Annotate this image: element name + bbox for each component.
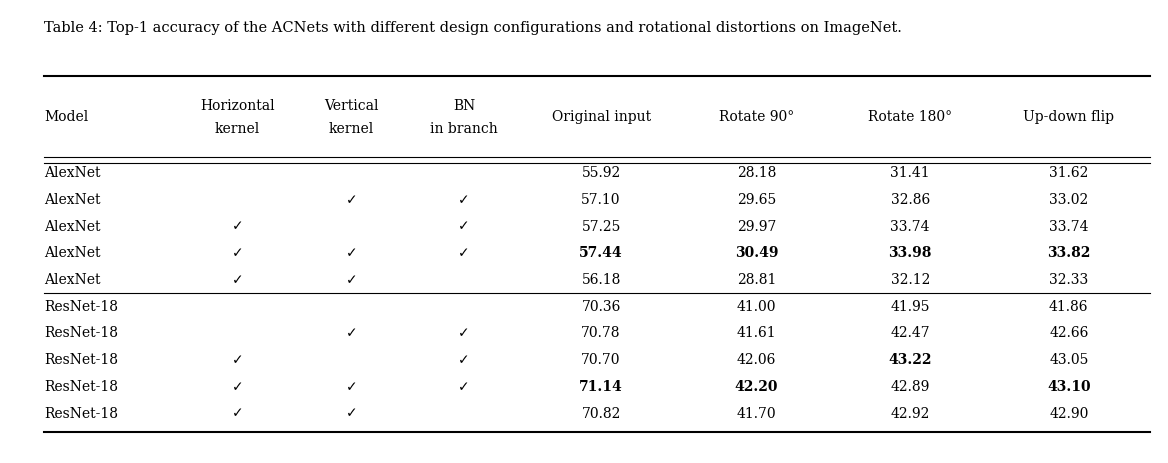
Text: 28.81: 28.81 bbox=[737, 273, 777, 287]
Text: 43.22: 43.22 bbox=[889, 353, 932, 367]
Text: 42.66: 42.66 bbox=[1049, 326, 1089, 340]
Text: 55.92: 55.92 bbox=[582, 166, 620, 180]
Text: kernel: kernel bbox=[329, 122, 374, 137]
Text: ✓: ✓ bbox=[231, 353, 243, 367]
Text: 70.70: 70.70 bbox=[582, 353, 621, 367]
Text: 42.92: 42.92 bbox=[890, 407, 930, 420]
Text: 42.89: 42.89 bbox=[890, 380, 930, 394]
Text: Horizontal: Horizontal bbox=[200, 99, 274, 113]
Text: 41.61: 41.61 bbox=[737, 326, 777, 340]
Text: Original input: Original input bbox=[551, 110, 651, 124]
Text: ✓: ✓ bbox=[346, 273, 357, 287]
Text: kernel: kernel bbox=[215, 122, 260, 137]
Text: ResNet-18: ResNet-18 bbox=[44, 326, 118, 340]
Text: AlexNet: AlexNet bbox=[44, 246, 100, 260]
Text: in branch: in branch bbox=[430, 122, 498, 137]
Text: ✓: ✓ bbox=[458, 380, 470, 394]
Text: 32.33: 32.33 bbox=[1049, 273, 1089, 287]
Text: ResNet-18: ResNet-18 bbox=[44, 380, 118, 394]
Text: 28.18: 28.18 bbox=[737, 166, 777, 180]
Text: 33.82: 33.82 bbox=[1047, 246, 1091, 260]
Text: ✓: ✓ bbox=[346, 407, 357, 420]
Text: 41.00: 41.00 bbox=[737, 300, 777, 313]
Text: ✓: ✓ bbox=[346, 380, 357, 394]
Text: 41.70: 41.70 bbox=[737, 407, 777, 420]
Text: 33.74: 33.74 bbox=[890, 219, 930, 233]
Text: 41.95: 41.95 bbox=[890, 300, 930, 313]
Text: 32.86: 32.86 bbox=[890, 193, 930, 207]
Text: 33.74: 33.74 bbox=[1049, 219, 1089, 233]
Text: Up-down flip: Up-down flip bbox=[1023, 110, 1114, 124]
Text: Rotate 90°: Rotate 90° bbox=[719, 110, 794, 124]
Text: Model: Model bbox=[44, 110, 89, 124]
Text: 33.02: 33.02 bbox=[1049, 193, 1089, 207]
Text: AlexNet: AlexNet bbox=[44, 193, 100, 207]
Text: ✓: ✓ bbox=[231, 219, 243, 233]
Text: 33.98: 33.98 bbox=[889, 246, 932, 260]
Text: 29.65: 29.65 bbox=[737, 193, 777, 207]
Text: ✓: ✓ bbox=[346, 193, 357, 207]
Text: ✓: ✓ bbox=[458, 326, 470, 340]
Text: 29.97: 29.97 bbox=[737, 219, 777, 233]
Text: 70.82: 70.82 bbox=[582, 407, 621, 420]
Text: 71.14: 71.14 bbox=[579, 380, 623, 394]
Text: 31.41: 31.41 bbox=[890, 166, 930, 180]
Text: Table 4: Top-1 accuracy of the ACNets with different design configurations and r: Table 4: Top-1 accuracy of the ACNets wi… bbox=[44, 21, 902, 35]
Text: Vertical: Vertical bbox=[325, 99, 378, 113]
Text: 42.90: 42.90 bbox=[1049, 407, 1089, 420]
Text: 42.06: 42.06 bbox=[737, 353, 777, 367]
Text: 32.12: 32.12 bbox=[890, 273, 930, 287]
Text: 30.49: 30.49 bbox=[735, 246, 778, 260]
Text: ✓: ✓ bbox=[346, 246, 357, 260]
Text: ResNet-18: ResNet-18 bbox=[44, 353, 118, 367]
Text: AlexNet: AlexNet bbox=[44, 166, 100, 180]
Text: Rotate 180°: Rotate 180° bbox=[868, 110, 952, 124]
Text: 57.25: 57.25 bbox=[582, 219, 621, 233]
Text: ResNet-18: ResNet-18 bbox=[44, 407, 118, 420]
Text: 70.36: 70.36 bbox=[582, 300, 621, 313]
Text: BN: BN bbox=[453, 99, 475, 113]
Text: 31.62: 31.62 bbox=[1049, 166, 1089, 180]
Text: 41.86: 41.86 bbox=[1049, 300, 1089, 313]
Text: 42.47: 42.47 bbox=[890, 326, 930, 340]
Text: AlexNet: AlexNet bbox=[44, 219, 100, 233]
Text: 56.18: 56.18 bbox=[582, 273, 621, 287]
Text: 70.78: 70.78 bbox=[582, 326, 621, 340]
Text: ✓: ✓ bbox=[231, 273, 243, 287]
Text: 57.44: 57.44 bbox=[579, 246, 623, 260]
Text: 43.10: 43.10 bbox=[1047, 380, 1091, 394]
Text: 57.10: 57.10 bbox=[582, 193, 621, 207]
Text: ✓: ✓ bbox=[231, 407, 243, 420]
Text: ✓: ✓ bbox=[458, 219, 470, 233]
Text: ✓: ✓ bbox=[346, 326, 357, 340]
Text: ✓: ✓ bbox=[458, 246, 470, 260]
Text: ResNet-18: ResNet-18 bbox=[44, 300, 118, 313]
Text: ✓: ✓ bbox=[458, 353, 470, 367]
Text: ✓: ✓ bbox=[458, 193, 470, 207]
Text: 43.05: 43.05 bbox=[1049, 353, 1089, 367]
Text: AlexNet: AlexNet bbox=[44, 273, 100, 287]
Text: ✓: ✓ bbox=[231, 380, 243, 394]
Text: 42.20: 42.20 bbox=[735, 380, 778, 394]
Text: ✓: ✓ bbox=[231, 246, 243, 260]
